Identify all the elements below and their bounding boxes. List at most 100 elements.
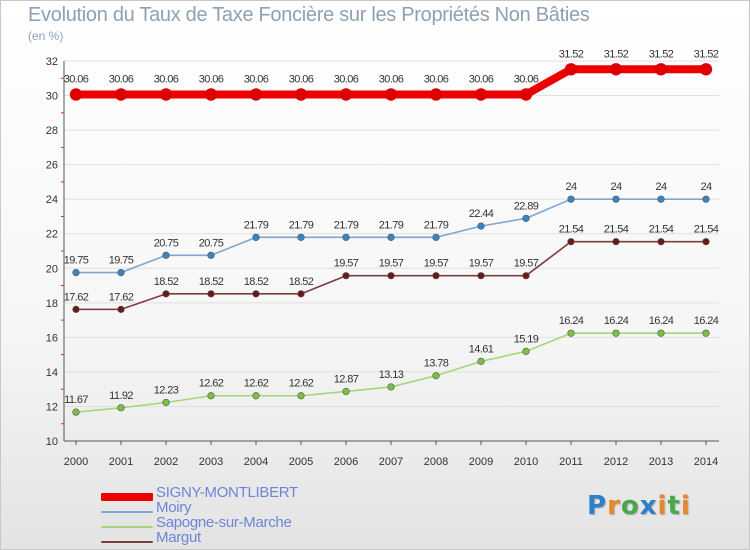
data-point (204, 88, 218, 101)
data-label: 30.06 (199, 74, 224, 86)
data-point (387, 233, 395, 241)
data-point (252, 290, 260, 298)
data-label: 16.24 (694, 315, 719, 327)
data-point (387, 383, 395, 391)
data-point (657, 329, 665, 337)
data-label: 22.44 (469, 208, 494, 220)
data-label: 11.67 (64, 394, 88, 406)
y-tick-label: 10 (46, 436, 58, 448)
data-point (477, 357, 485, 365)
data-point (342, 272, 350, 280)
legend-swatch (101, 541, 153, 543)
logo-letter: i (657, 491, 668, 521)
data-label: 30.06 (154, 74, 179, 86)
data-point (564, 63, 578, 76)
data-point (522, 347, 530, 355)
data-label: 19.57 (469, 258, 494, 270)
y-tick-label: 30 (46, 91, 58, 103)
data-label: 14.61 (469, 343, 494, 355)
data-point (207, 392, 215, 400)
data-label: 31.52 (694, 48, 719, 60)
x-tick-label: 2003 (199, 456, 223, 468)
data-label: 30.06 (469, 74, 494, 86)
logo-letter: t (667, 491, 681, 521)
data-label: 16.24 (559, 315, 584, 327)
data-label: 21.79 (334, 219, 359, 231)
logo-letter: x (639, 491, 658, 521)
data-label: 19.75 (109, 255, 134, 267)
data-point (519, 88, 533, 101)
data-point (657, 238, 665, 246)
logo-letter: i (680, 491, 691, 521)
data-point (567, 195, 575, 203)
y-tick-label: 28 (46, 125, 58, 137)
x-tick-label: 2013 (649, 456, 673, 468)
data-point (432, 233, 440, 241)
x-tick-label: 2008 (424, 456, 448, 468)
data-point (567, 329, 575, 337)
data-point (342, 387, 350, 396)
data-label: 18.52 (199, 276, 224, 288)
x-tick-label: 2009 (469, 456, 493, 468)
data-point (432, 272, 440, 280)
logo-letter: o (620, 491, 640, 521)
data-point (339, 88, 353, 101)
y-tick-label: 26 (46, 160, 58, 172)
chart-title: Evolution du Taux de Taxe Foncière sur l… (28, 4, 590, 26)
data-label: 21.79 (424, 219, 449, 231)
data-point (702, 195, 710, 203)
data-label: 11.92 (109, 390, 133, 402)
data-point (699, 63, 713, 76)
data-point (69, 88, 83, 101)
data-point (117, 404, 125, 412)
x-tick-label: 2004 (244, 456, 268, 468)
data-label: 30.06 (379, 74, 404, 86)
data-point (654, 63, 668, 76)
data-label: 24 (610, 181, 622, 193)
data-point (387, 272, 395, 280)
data-point (702, 329, 710, 337)
proxiti-logo: Proxiti (587, 491, 691, 521)
data-label: 21.54 (694, 224, 719, 236)
data-point (249, 88, 263, 101)
legend-label: Moiry (156, 499, 192, 516)
data-label: 30.06 (109, 74, 134, 86)
data-point (162, 251, 170, 259)
data-label: 31.52 (604, 48, 629, 60)
data-label: 13.78 (424, 358, 449, 370)
data-label: 21.79 (379, 219, 404, 231)
logo-letter: P (587, 491, 608, 521)
data-label: 31.52 (559, 48, 584, 60)
chart-subtitle: (en %) (28, 29, 64, 43)
data-point (657, 195, 665, 203)
data-label: 31.52 (649, 48, 674, 60)
data-label: 18.52 (154, 276, 179, 288)
data-point (702, 238, 710, 246)
data-label: 12.62 (199, 378, 224, 390)
data-point (342, 233, 350, 241)
x-tick-label: 2006 (334, 456, 358, 468)
data-label: 21.54 (649, 224, 674, 236)
data-point (207, 251, 215, 259)
data-point (72, 408, 80, 416)
data-label: 20.75 (199, 237, 224, 249)
legend-label: SIGNY-MONTLIBERT (156, 484, 298, 501)
data-label: 30.06 (289, 74, 314, 86)
data-label: 30.06 (514, 74, 539, 86)
data-label: 13.13 (379, 369, 404, 381)
x-tick-label: 2005 (289, 456, 313, 468)
data-point (162, 290, 170, 298)
data-label: 30.06 (64, 74, 89, 86)
data-point (567, 238, 575, 246)
x-tick-label: 2011 (559, 456, 583, 468)
data-label: 16.24 (604, 315, 629, 327)
data-point (297, 392, 305, 400)
data-point (207, 290, 215, 298)
data-point (522, 214, 530, 222)
data-point (384, 88, 398, 101)
data-label: 20.75 (154, 237, 179, 249)
data-label: 19.57 (334, 258, 359, 270)
y-tick-label: 18 (46, 298, 58, 310)
x-tick-label: 2007 (379, 456, 403, 468)
